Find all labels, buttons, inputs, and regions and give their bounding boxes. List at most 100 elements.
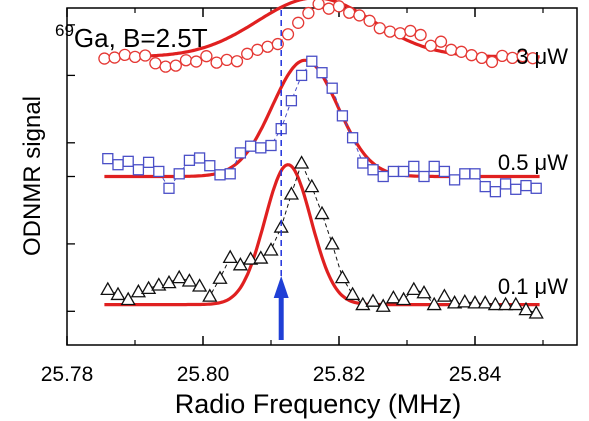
data-point-square (285, 95, 298, 107)
data-point-circle (251, 43, 264, 56)
data-point-square (102, 152, 114, 165)
data-point-circle (404, 24, 417, 38)
resonance-arrow (273, 276, 289, 340)
data-point-triangle (446, 295, 463, 309)
x-tick-label: 25.80 (177, 363, 230, 386)
data-point-triangle (375, 298, 391, 312)
data-point-circle (332, 0, 346, 13)
data-point-square (510, 183, 522, 195)
data-point-square (153, 165, 165, 178)
data-point-square (234, 147, 247, 159)
data-point-square (122, 155, 134, 167)
data-point-triangle (508, 296, 524, 311)
data-point-circle (475, 51, 488, 65)
data-point-circle (210, 56, 223, 69)
data-point-square (255, 142, 267, 154)
data-point-square (173, 168, 185, 180)
data-point-square (244, 140, 257, 152)
data-point-circle (281, 28, 295, 41)
data-point-circle (261, 40, 274, 53)
data-point-square (183, 154, 196, 166)
data-point-triangle (467, 295, 483, 309)
data-point-square (520, 179, 532, 192)
data-point-triangle (395, 291, 412, 306)
data-point-triangle (212, 270, 228, 284)
data-point-circle (292, 16, 305, 29)
data-point-triangle (253, 250, 269, 264)
data-point-circle (149, 57, 162, 70)
data-point-circle (363, 14, 376, 27)
data-point-circle (353, 9, 366, 22)
data-point-square (193, 152, 206, 164)
series-label-3uw: 3 μW (516, 44, 568, 69)
data-point-triangle (100, 281, 116, 296)
data-point-triangle (497, 296, 514, 311)
data-point-square (204, 160, 216, 172)
data-point-circle (302, 6, 315, 20)
data-point-circle (241, 47, 254, 60)
data-point-triangle (293, 155, 310, 169)
data-point-triangle (161, 274, 177, 289)
data-point-triangle (191, 278, 208, 292)
data-point-square (438, 165, 451, 178)
data-point-circle (139, 49, 152, 62)
x-tick-label: 25.78 (41, 363, 94, 386)
x-axis-label: Radio Frequency (MHz) (175, 389, 462, 419)
data-point-square (357, 157, 369, 169)
data-point-square (428, 160, 440, 173)
data-point-square (306, 55, 318, 67)
axis-ticks (66, 8, 544, 345)
data-point-triangle (110, 286, 126, 301)
data-point-triangle (202, 288, 218, 302)
data-point-square (489, 186, 502, 198)
data-point-circle (179, 54, 193, 67)
data-point-circle (455, 45, 468, 58)
data-point-circle (485, 55, 499, 69)
data-point-circle (343, 6, 356, 19)
data-point-square (499, 178, 512, 190)
data-point-square (214, 169, 226, 181)
data-point-triangle (344, 286, 361, 301)
data-point-square (142, 156, 155, 168)
x-tick-label: 25.84 (449, 363, 502, 386)
data-point-square (326, 82, 338, 94)
data-point-circle (220, 53, 233, 67)
y-axis-label: ODNMR signal (19, 96, 46, 256)
data-point-circle (169, 59, 182, 72)
data-point-triangle (477, 295, 493, 309)
data-point-circle (98, 52, 111, 65)
data-point-triangle (283, 186, 300, 200)
data-point-triangle (324, 236, 340, 250)
data-point-circle (108, 51, 121, 64)
data-point-circle (373, 22, 386, 35)
data-point-circle (394, 27, 407, 40)
data-point-circle (322, 2, 335, 15)
data-point-square (530, 182, 542, 194)
data-point-square (418, 170, 430, 183)
data-point-square (377, 170, 389, 183)
data-point-circle (200, 50, 213, 63)
data-point-square (316, 67, 328, 79)
data-point-square (408, 160, 420, 173)
data-point-square (469, 168, 481, 180)
arrow-head (273, 276, 289, 298)
data-point-square (367, 164, 379, 176)
data-point-square (224, 168, 236, 180)
data-point-square (336, 110, 349, 122)
data-point-square (163, 182, 175, 194)
data-point-square (448, 174, 461, 186)
x-tick-labels: 25.78 25.80 25.82 25.84 (41, 363, 502, 386)
data-point-square (132, 164, 145, 176)
data-point-triangle (518, 301, 534, 316)
data-point-circle (445, 43, 458, 56)
data-point-circle (128, 50, 142, 64)
x-tick-label: 25.82 (313, 363, 366, 386)
data-point-circle (526, 52, 539, 65)
title-main: Ga, B=2.5T (74, 23, 208, 53)
isotope-superscript: 69 (55, 21, 74, 40)
data-point-circle (424, 39, 437, 52)
data-point-triangle (263, 242, 279, 256)
data-point-circle (434, 35, 448, 48)
data-point-square (397, 165, 410, 178)
data-point-triangle (487, 296, 504, 311)
